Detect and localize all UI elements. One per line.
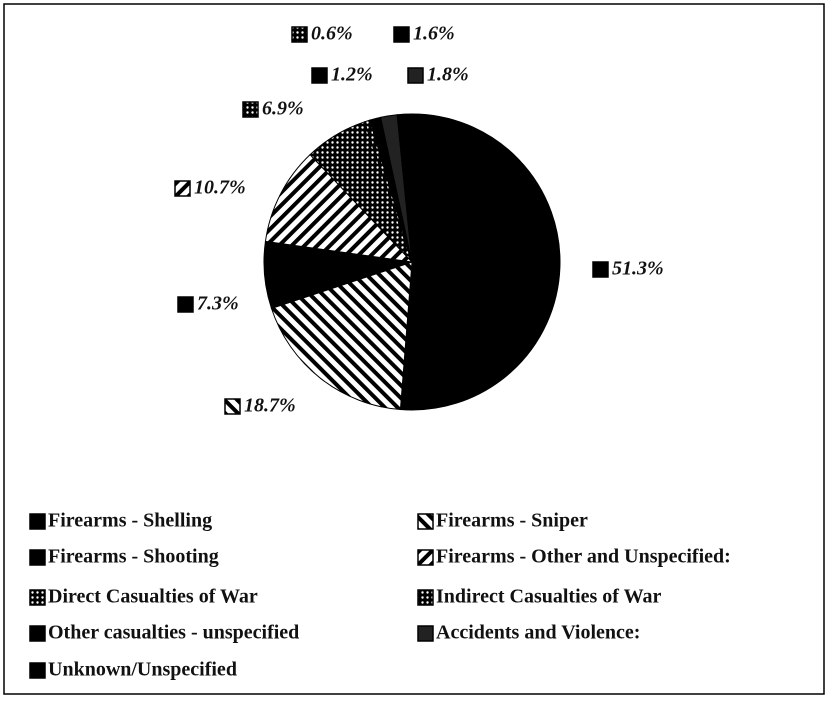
label-swatch [224, 398, 241, 415]
data-label: 0.6% [311, 23, 353, 45]
legend-label: Other casualties - unspecified [48, 622, 299, 644]
legend-swatch [29, 625, 46, 642]
legend-label: Firearms - Other and Unspecified: [436, 546, 731, 568]
data-label: 10.7% [194, 177, 246, 199]
pie-slice [270, 261, 413, 411]
legend-label: Firearms - Shelling [48, 510, 212, 532]
label-swatch [177, 296, 194, 313]
legend-swatch [29, 549, 46, 566]
legend-swatch [417, 549, 434, 566]
legend-label: Direct Casualties of War [48, 586, 258, 608]
data-label: 1.8% [427, 64, 469, 86]
legend-swatch [29, 662, 46, 679]
label-swatch [311, 67, 328, 84]
pie-slice [264, 153, 414, 263]
legend-label: Indirect Casualties of War [436, 586, 661, 608]
label-swatch [242, 101, 259, 118]
data-label: 51.3% [612, 258, 664, 280]
legend-swatch [417, 589, 434, 606]
label-swatch [174, 180, 191, 197]
label-swatch [393, 26, 410, 43]
pie-slice [396, 113, 413, 263]
legend-swatch [29, 513, 46, 530]
label-swatch [291, 26, 308, 43]
legend-label: Accidents and Violence: [436, 622, 640, 644]
legend-swatch [417, 625, 434, 642]
label-swatch [407, 67, 424, 84]
label-swatch [592, 261, 609, 278]
data-label: 18.7% [244, 395, 296, 417]
legend-label: Firearms - Shooting [48, 546, 219, 568]
data-label: 6.9% [262, 98, 304, 120]
legend-swatch [417, 513, 434, 530]
data-label: 1.6% [413, 23, 455, 45]
data-label: 1.2% [331, 64, 373, 86]
pie-slice [399, 113, 561, 411]
legend-swatch [29, 589, 46, 606]
data-label: 7.3% [197, 293, 239, 315]
legend-label: Firearms - Sniper [436, 510, 588, 532]
legend-label: Unknown/Unspecified [48, 659, 237, 681]
